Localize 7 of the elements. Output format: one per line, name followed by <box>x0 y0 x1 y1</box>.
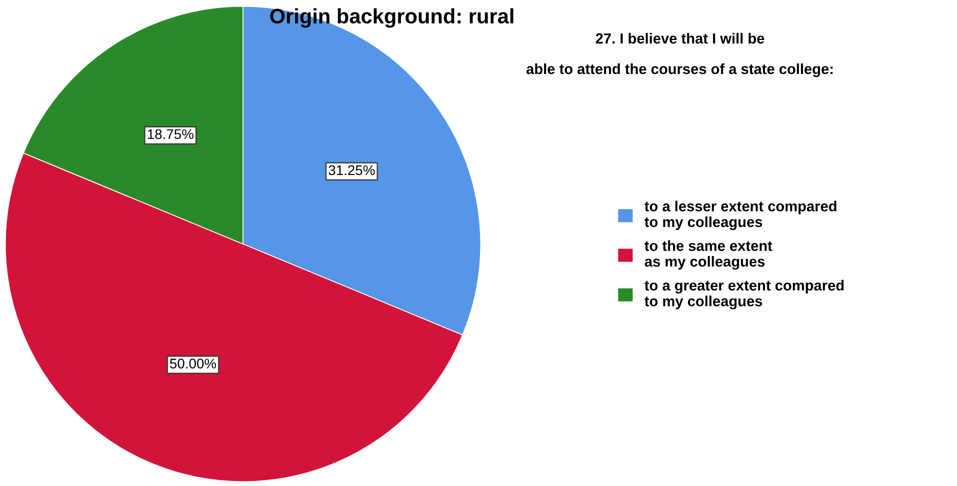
data-label: 18.75% <box>148 129 194 140</box>
legend-label: to a lesser extent compared to my colleagues <box>644 200 836 230</box>
text: 27. I believe that I will be able to attend the courses of a state college: <box>526 32 833 78</box>
legend-label: to the same extent as my colleagues <box>644 240 772 270</box>
data-label: 31.25% <box>328 165 375 176</box>
legend-label: to a greater extent compared to my colleagues <box>644 280 844 310</box>
data-label: 50.00% <box>170 358 216 368</box>
